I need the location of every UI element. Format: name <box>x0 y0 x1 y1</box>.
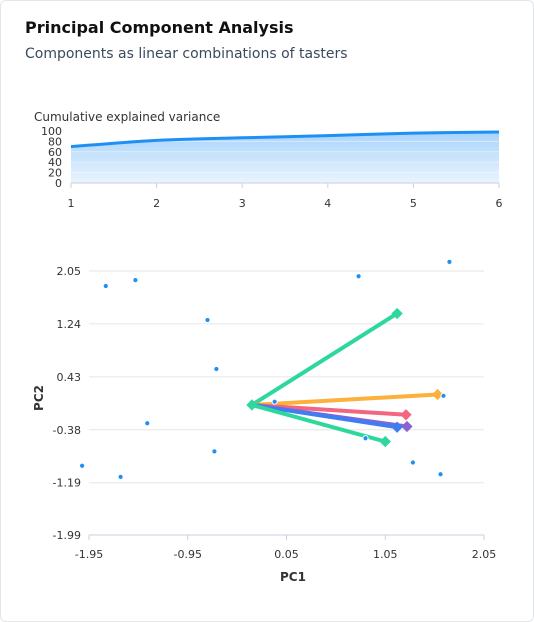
scatter-point <box>437 471 444 478</box>
scatter-y-tick-label: -0.38 <box>53 424 81 437</box>
variance-chart-title: Cumulative explained variance <box>34 110 220 124</box>
scatter-point <box>446 259 453 265</box>
variance-area <box>71 132 499 183</box>
loading-marker <box>391 307 403 320</box>
scatter-y-tick-label: -1.19 <box>53 477 81 490</box>
scatter-y-tick-label: -1.99 <box>53 529 81 542</box>
scatter-y-tick-label: 0.43 <box>57 371 82 384</box>
chart-title: Principal Component Analysis <box>25 18 294 37</box>
scatter-point <box>213 365 220 373</box>
scatter-point <box>211 448 218 455</box>
variance-y-tick-label: 20 <box>48 167 62 180</box>
scatter-x-tick-label: 0.05 <box>274 548 299 561</box>
variance-x-tick-label: 2 <box>153 197 160 210</box>
scatter-x-tick-label: 2.05 <box>472 548 497 561</box>
loading-marker <box>431 388 444 401</box>
loading-marker <box>379 435 391 448</box>
variance-x-tick-label: 4 <box>324 197 331 210</box>
variance-y-tick-label: 80 <box>48 135 62 148</box>
scatter-point <box>440 392 447 399</box>
scatter-y-tick-label: 1.24 <box>57 318 82 331</box>
scatter-y-tick-label: 2.05 <box>57 265 82 278</box>
scatter-point <box>362 435 369 442</box>
scatter-point <box>144 420 151 427</box>
scatter-x-tick-label: -1.95 <box>75 548 103 561</box>
scatter-point <box>204 316 211 324</box>
variance-x-tick-label: 1 <box>68 197 75 210</box>
x-axis-label: PC1 <box>280 570 306 584</box>
loading-marker <box>401 420 413 433</box>
scatter-point <box>355 273 362 280</box>
loading-vector <box>249 402 400 430</box>
variance-y-tick-label: 60 <box>48 146 62 159</box>
variance-chart: Cumulative explained variance 0204060801… <box>34 110 503 210</box>
loading-marker <box>391 421 403 433</box>
variance-line <box>70 130 500 149</box>
scatter-plot-area <box>78 259 453 480</box>
variance-y-tick-label: 40 <box>48 156 62 169</box>
variance-x-tick-label: 5 <box>410 197 417 210</box>
y-axis-label: PC2 <box>32 385 46 411</box>
scatter-point <box>102 282 109 290</box>
loading-origin-marker <box>246 399 258 411</box>
variance-y-tick-label: 100 <box>41 125 62 138</box>
scatter-x-tick-label: -0.95 <box>174 548 202 561</box>
variance-y-tick-label: 0 <box>55 177 62 190</box>
scatter-point <box>271 398 278 405</box>
pca-scatter-chart: PC1 PC2 -1.99 -1.19 -0.38 0.43 1.24 2.05 -1.95… <box>32 259 496 584</box>
scatter-point <box>409 459 416 466</box>
variance-x-tick-label: 3 <box>239 197 246 210</box>
scatter-point <box>132 277 139 284</box>
scatter-point <box>117 473 124 480</box>
loading-vector <box>249 402 388 444</box>
loading-vector <box>249 311 400 407</box>
loading-marker <box>400 409 412 421</box>
scatter-x-tick-label: 1.05 <box>373 548 398 561</box>
loading-vector <box>249 392 440 407</box>
scatter-point <box>78 462 86 469</box>
variance-x-tick-label: 6 <box>496 197 503 210</box>
chart-subtitle: Components as linear combinations of tas… <box>25 46 348 62</box>
